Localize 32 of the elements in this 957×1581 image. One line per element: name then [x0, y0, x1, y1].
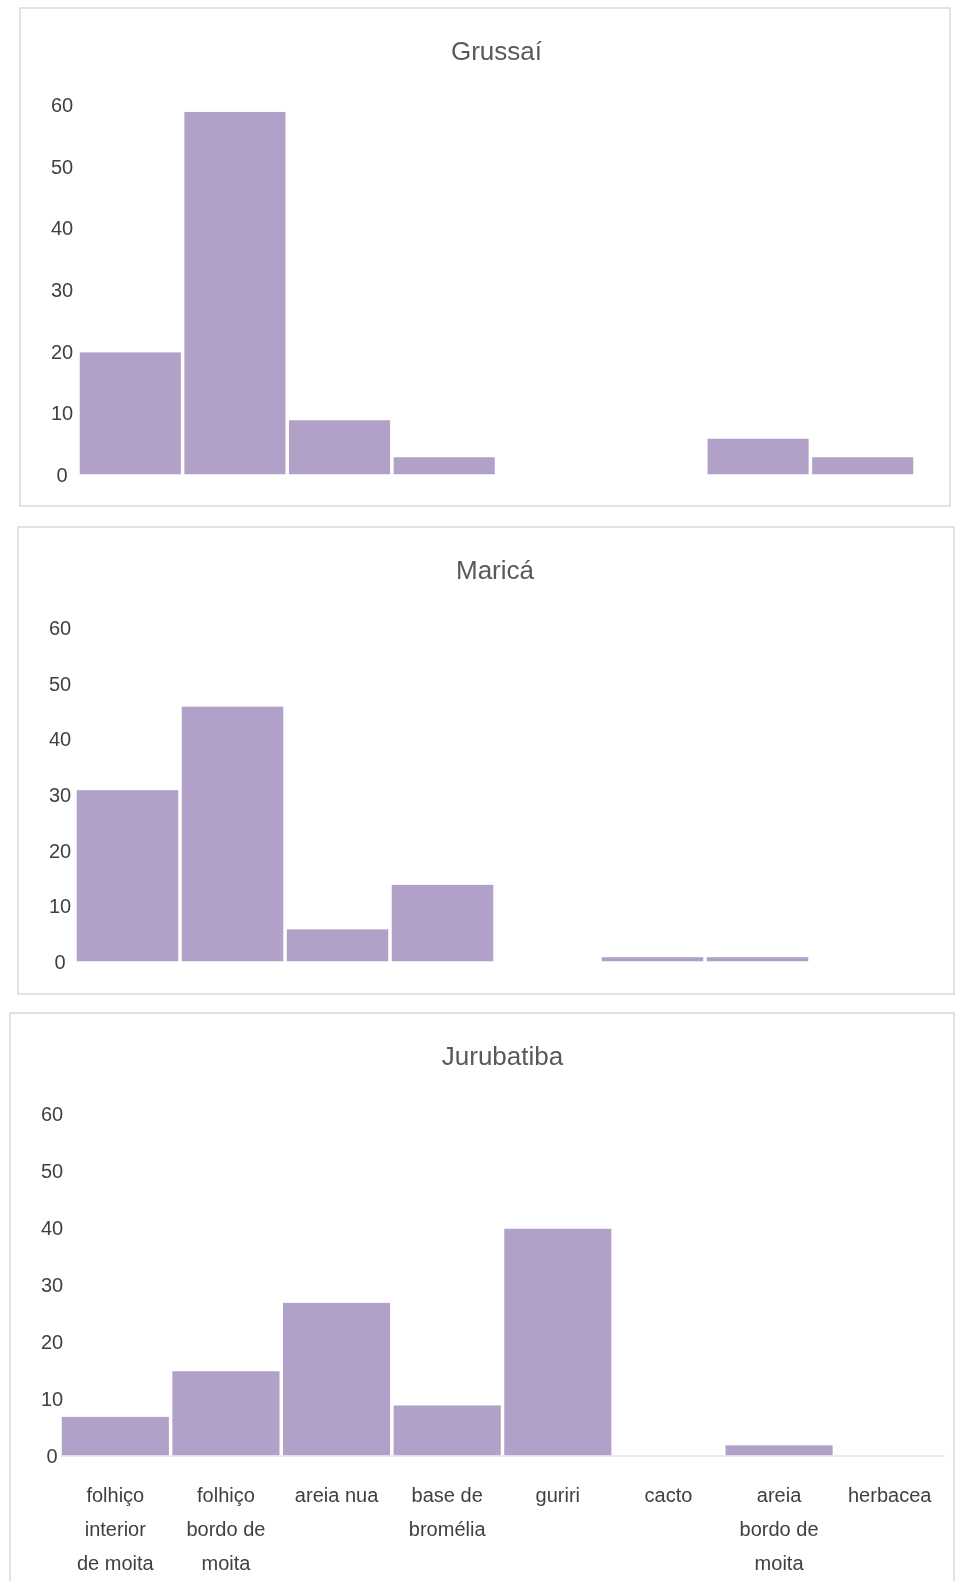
y-tick-label: 60	[48, 617, 72, 639]
x-tick-label: folhiço interior de moita	[76, 1484, 155, 1574]
y-tick-label: 0	[54, 951, 66, 973]
y-tick-label: 40	[50, 217, 74, 240]
y-tick-label: 30	[48, 784, 72, 806]
chart-title: Grussaí	[450, 36, 543, 66]
y-tick-label: 10	[50, 402, 74, 425]
chart-title: Jurubatiba	[441, 1041, 564, 1071]
y-tick-label: 20	[48, 839, 72, 862]
y-tick-label: 10	[48, 895, 72, 918]
x-tick-label: herbacea	[847, 1484, 933, 1506]
y-tick-label: 40	[40, 1217, 64, 1239]
y-tick-label: 20	[40, 1331, 64, 1353]
x-tick-label: areia bordo de moita	[739, 1484, 819, 1574]
y-tick-label: 0	[46, 1445, 58, 1467]
y-tick-label: 10	[40, 1388, 64, 1410]
x-tick-label: areia nua	[294, 1484, 380, 1506]
chart-title: Maricá	[455, 555, 535, 585]
y-tick-label: 30	[40, 1274, 64, 1296]
y-tick-label: 20	[50, 340, 74, 363]
x-tick-label: guriri	[535, 1484, 581, 1506]
y-tick-label: 60	[40, 1103, 64, 1125]
x-tick-label: folhiço bordo de moita	[186, 1484, 266, 1574]
y-tick-label: 30	[50, 279, 74, 301]
y-tick-label: 50	[50, 155, 74, 178]
y-tick-label: 0	[56, 464, 68, 486]
y-tick-label: 50	[48, 672, 72, 695]
y-tick-label: 40	[48, 728, 72, 751]
y-tick-label: 60	[50, 94, 74, 116]
x-tick-label: cacto	[644, 1484, 693, 1506]
y-tick-label: 50	[40, 1160, 64, 1182]
x-tick-label: base de bromélia	[408, 1484, 487, 1540]
